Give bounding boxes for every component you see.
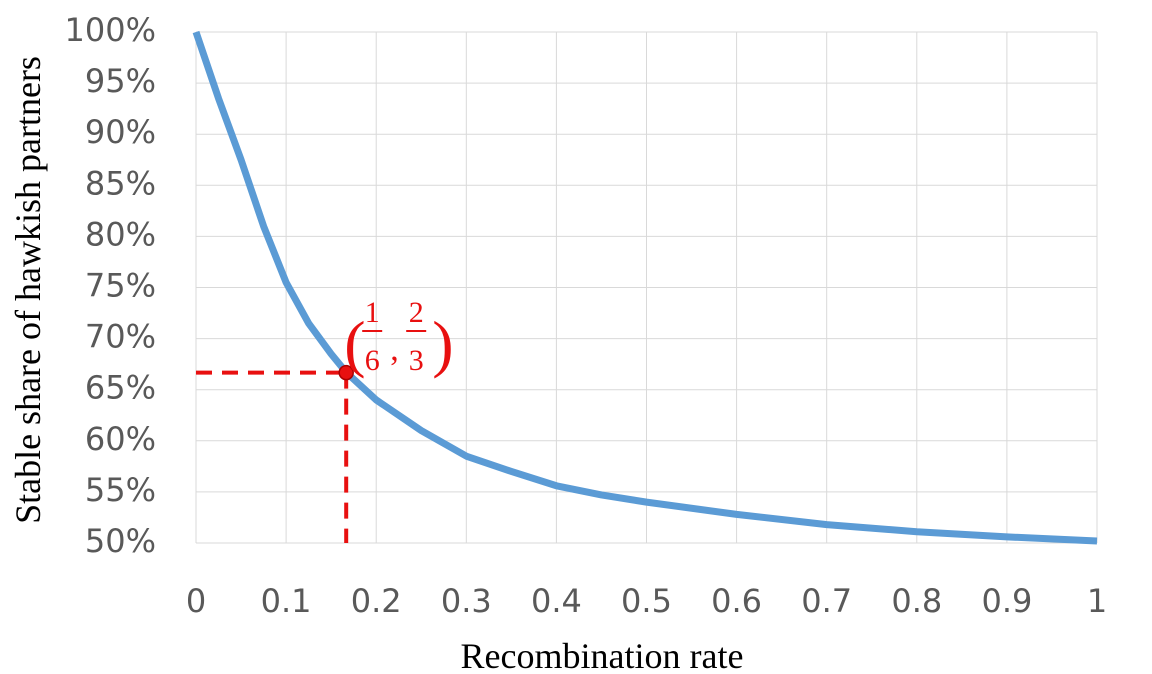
x-tick-label: 0 (186, 582, 206, 620)
x-tick-label: 0.5 (621, 582, 672, 620)
y-tick-label: 80% (85, 215, 156, 253)
y-tick-label: 65% (85, 369, 156, 407)
y-tick-label: 95% (85, 62, 156, 100)
y-tick-label: 60% (85, 420, 156, 458)
y-tick-label: 100% (65, 11, 156, 49)
y-tick-label: 55% (85, 471, 156, 509)
x-axis-title: Recombination rate (461, 636, 744, 674)
label-glyph: ( (344, 308, 365, 379)
fraction-numerator: 1 (365, 296, 380, 329)
x-tick-label: 0.4 (531, 582, 582, 620)
y-tick-label: 90% (85, 113, 156, 151)
y-tick-label: 50% (85, 522, 156, 560)
y-tick-label: 70% (85, 318, 156, 356)
x-tick-label: 0.7 (801, 582, 852, 620)
x-tick-label: 0.1 (261, 582, 312, 620)
x-tick-label: 0.6 (711, 582, 762, 620)
fraction-numerator: 2 (409, 296, 424, 329)
fraction-denominator: 6 (365, 344, 380, 377)
fraction-denominator: 3 (409, 344, 424, 377)
y-tick-label: 85% (85, 164, 156, 202)
x-tick-label: 1 (1087, 582, 1107, 620)
x-tick-label: 0.2 (351, 582, 402, 620)
line (192, 30, 1098, 545)
highlight-point (338, 364, 354, 381)
x-tick-label: 0.3 (441, 582, 492, 620)
y-tick-label: 75% (85, 267, 156, 305)
x-tick-label: 0.9 (981, 582, 1032, 620)
label-glyph: ) (432, 308, 453, 379)
label-glyph: , (390, 331, 399, 368)
y-axis-title: Stable share of hawkish partners (8, 56, 48, 524)
x-tick-label: 0.8 (891, 582, 942, 620)
